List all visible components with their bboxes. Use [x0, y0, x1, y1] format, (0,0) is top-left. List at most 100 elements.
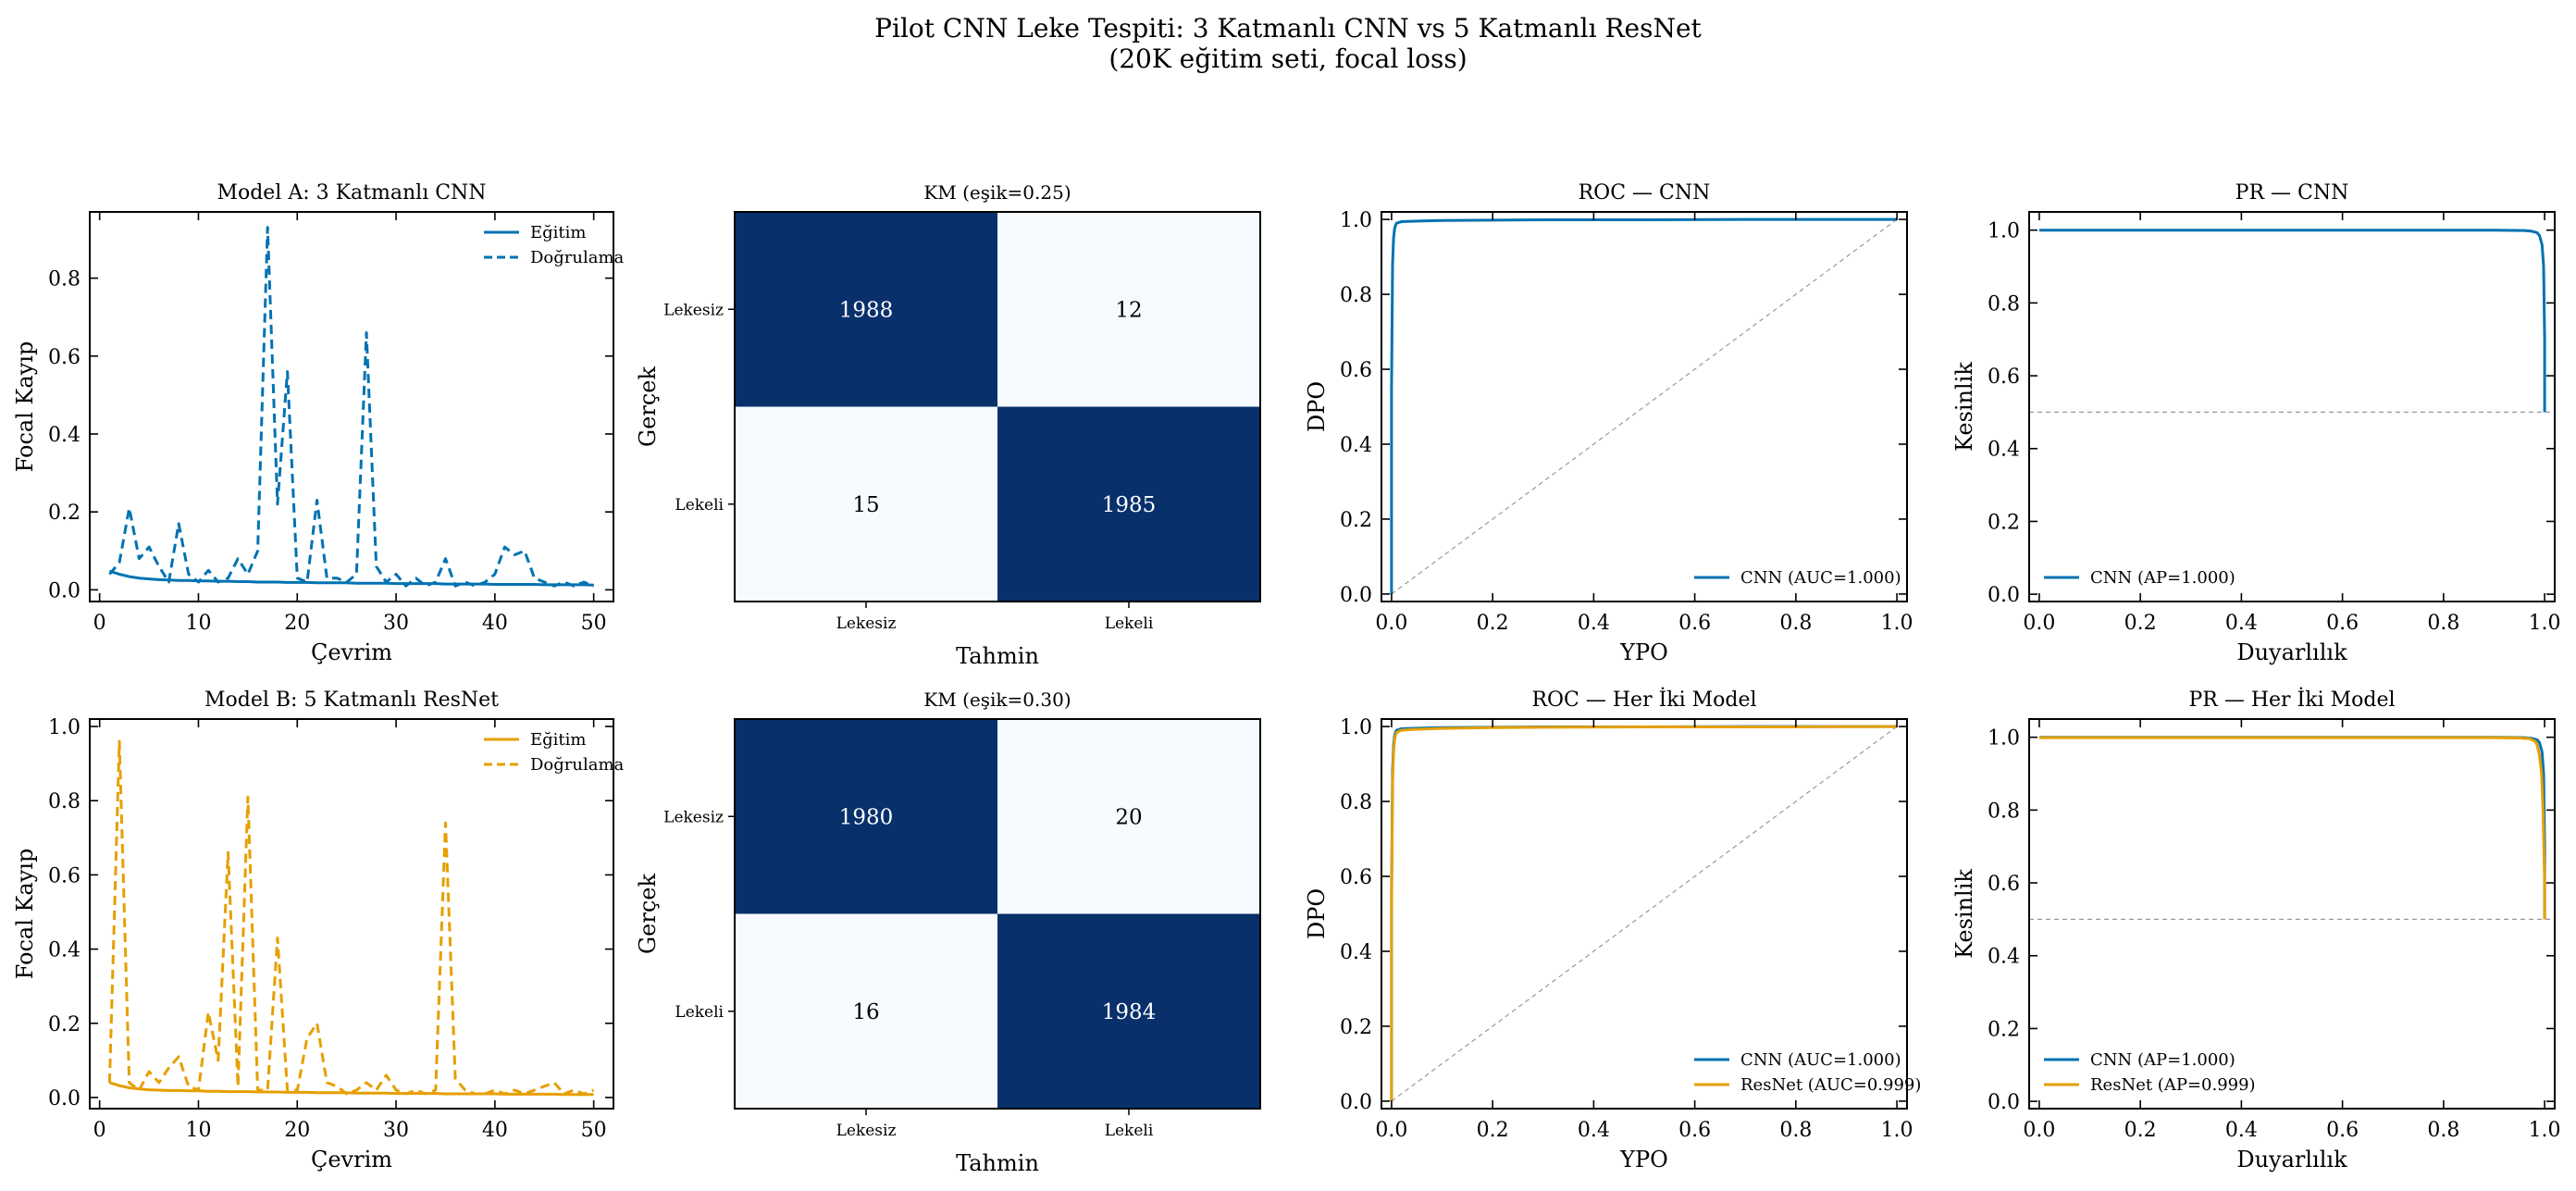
legend: CNN (AP=1.000) ResNet (AP=0.999)	[2044, 1050, 2256, 1095]
y-tick-label: 0.0	[1340, 1091, 1372, 1114]
panel-pr_a: PR — CNN 0.0 0.2 0.4 0.6 0.8 1.0 0.0 0.2 0.4 0.6 0.…	[1951, 181, 2561, 665]
legend-label: CNN (AUC=1.000)	[1740, 1050, 1901, 1070]
x-tick-label: Lekeli	[1105, 1122, 1154, 1140]
series-line-0	[2038, 229, 2546, 413]
cm-cell	[997, 212, 1260, 407]
x-tick-label: 10	[185, 612, 211, 635]
y-axis-label: Focal Kayıp	[12, 849, 38, 980]
x-tick-label: 1.0	[1881, 612, 1913, 635]
panel-title: KM (eşik=0.25)	[923, 181, 1071, 204]
axes-frame	[2028, 718, 2556, 1110]
legend: Eğitim Doğrulama	[484, 730, 625, 775]
x-tick-label: 40	[482, 1119, 508, 1142]
x-tick-label: Lekesiz	[836, 1122, 897, 1140]
x-tick-label: 0.6	[1678, 1119, 1711, 1142]
x-tick-label: 40	[482, 612, 508, 635]
legend-label: Doğrulama	[530, 248, 625, 267]
panel-title: PR — Her İki Model	[2188, 687, 2395, 712]
y-tick-label: 0.4	[1340, 941, 1372, 964]
legend: CNN (AP=1.000)	[2044, 568, 2235, 588]
cm-cell	[997, 406, 1260, 602]
y-tick-label: 0.0	[1340, 584, 1372, 607]
y-tick-label: 0.8	[1340, 284, 1372, 307]
x-axis-label: Tahmin	[956, 643, 1039, 669]
cm-cell	[735, 913, 997, 1109]
series-line-0	[108, 569, 594, 587]
x-tick-label: 0.4	[1578, 1119, 1610, 1142]
y-tick-label: 0.2	[48, 1013, 80, 1036]
y-axis-label: Kesinlik	[1951, 362, 1977, 452]
legend-label: CNN (AP=1.000)	[2090, 1050, 2235, 1070]
x-axis-label: YPO	[1619, 639, 1668, 665]
x-tick-label: 0.8	[2427, 612, 2459, 635]
x-tick-label: 0	[93, 612, 106, 635]
x-tick-label: Lekeli	[1105, 614, 1154, 633]
y-tick-label: 0.2	[1988, 511, 2020, 534]
x-tick-label: 1.0	[2529, 612, 2561, 635]
y-tick-label: 1.0	[48, 716, 80, 739]
y-tick-label: 0.4	[1988, 946, 2020, 969]
x-tick-label: 1.0	[2529, 1119, 2561, 1142]
y-tick-label: 0.6	[1988, 873, 2020, 896]
panel-title: Model B: 5 Katmanlı ResNet	[204, 689, 499, 712]
x-tick-label: 0.6	[2326, 1119, 2359, 1142]
cm-cell	[997, 719, 1260, 914]
x-tick-label: 0.4	[2225, 1119, 2258, 1142]
y-tick-label: Lekesiz	[663, 808, 724, 826]
legend-label: Eğitim	[530, 730, 586, 750]
y-tick-label: 0.6	[1340, 359, 1372, 382]
legend: CNN (AUC=1.000) ResNet (AUC=0.999)	[1694, 1050, 1921, 1095]
y-tick-label: 0.0	[48, 1087, 80, 1110]
y-tick-label: 0.2	[48, 502, 80, 525]
axes-frame	[89, 718, 614, 1110]
x-tick-label: 30	[383, 1119, 409, 1142]
series-line-1	[2038, 736, 2546, 920]
y-tick-label: 0.4	[1340, 434, 1372, 457]
x-axis-label: Duyarlılık	[2236, 639, 2347, 665]
panel-title: ROC — Her İki Model	[1531, 687, 1756, 712]
cm-value: 1985	[1102, 493, 1157, 517]
panel-title: Model A: 3 Katmanlı CNN	[217, 181, 486, 205]
legend: Eğitim Doğrulama	[484, 223, 625, 267]
x-axis-label: Çevrim	[311, 639, 392, 665]
legend-label: ResNet (AUC=0.999)	[1740, 1075, 1921, 1095]
x-tick-label: 0.4	[2225, 612, 2258, 635]
panel-cm_a: KM (eşik=0.25) 1988 12 15 1985 Lekesiz Lekeli L…	[635, 181, 1261, 669]
series-line-1	[107, 739, 595, 1096]
axes-frame	[1381, 718, 1908, 1110]
cm-value: 20	[1115, 805, 1142, 829]
y-tick-label: Lekeli	[675, 1003, 724, 1022]
x-tick-label: 0.4	[1578, 612, 1610, 635]
series-line-0	[108, 1081, 594, 1097]
y-tick-label: 0.8	[48, 268, 80, 292]
legend-label: CNN (AUC=1.000)	[1740, 568, 1901, 588]
cm-value: 12	[1115, 298, 1142, 322]
figure-title-line2: (20K eğitim seti, focal loss)	[1108, 43, 1467, 74]
x-tick-label: 0.8	[1779, 1119, 1812, 1142]
y-tick-label: 1.0	[1340, 716, 1372, 739]
cm-value: 1988	[839, 298, 894, 322]
x-tick-label: 1.0	[1881, 1119, 1913, 1142]
panel-title: KM (eşik=0.30)	[923, 689, 1071, 711]
y-tick-label: 0.6	[1988, 366, 2020, 389]
x-axis-label: Duyarlılık	[2236, 1147, 2347, 1172]
y-tick-label: 1.0	[1988, 727, 2020, 751]
y-tick-label: 0.8	[1340, 791, 1372, 814]
y-axis-label: Gerçek	[635, 366, 661, 447]
x-axis-label: YPO	[1619, 1147, 1668, 1172]
x-tick-label: 0.2	[2124, 1119, 2157, 1142]
x-tick-label: 0.6	[2326, 612, 2359, 635]
y-tick-label: Lekesiz	[663, 301, 724, 319]
y-tick-label: 0.2	[1340, 1016, 1372, 1039]
panel-loss_b: Model B: 5 Katmanlı ResNet 0 10 20 30 40 50 0.0…	[12, 689, 625, 1172]
cm-value: 15	[852, 493, 879, 517]
y-tick-label: 0.6	[48, 864, 80, 887]
panels: Model A: 3 Katmanlı CNN 0 10 20 30 40 50 0.0 0.2…	[12, 181, 2561, 1176]
panel-title: PR — CNN	[2235, 181, 2349, 205]
cm-cell	[735, 406, 997, 602]
x-tick-label: 0	[93, 1119, 106, 1142]
x-tick-label: 30	[383, 612, 409, 635]
legend-label: Doğrulama	[530, 755, 625, 775]
y-tick-label: 0.8	[1988, 800, 2020, 823]
